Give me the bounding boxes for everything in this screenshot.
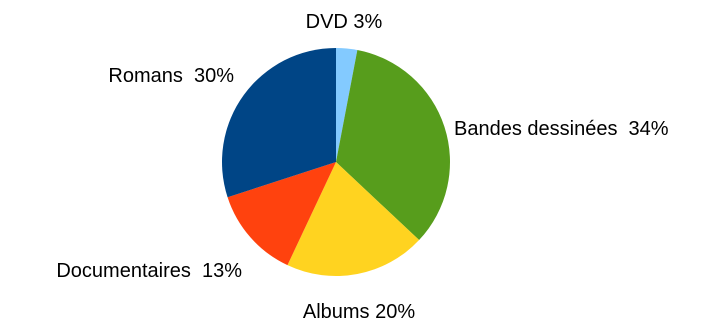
slice-label-albums: Albums 20% [303, 301, 415, 321]
pie-slice-dvd [336, 48, 358, 162]
pie-labels: DVD 3% Bandes dessinées 34% Albums 20% Docu… [56, 11, 668, 321]
slice-label-bandes-dessin-es: Bandes dessinées 34% [454, 118, 669, 140]
slice-label-romans: Romans 30% [108, 65, 234, 87]
pie-slices [221, 47, 450, 276]
slice-label-dvd: DVD 3% [306, 11, 383, 33]
pie-slice-documentaires [227, 162, 336, 266]
pie-slice-romans [221, 47, 336, 198]
slice-label-documentaires: Documentaires 13% [56, 260, 242, 282]
pie-slice-albums [287, 162, 420, 276]
pie-slice-bandes-dessin-es [336, 50, 450, 241]
